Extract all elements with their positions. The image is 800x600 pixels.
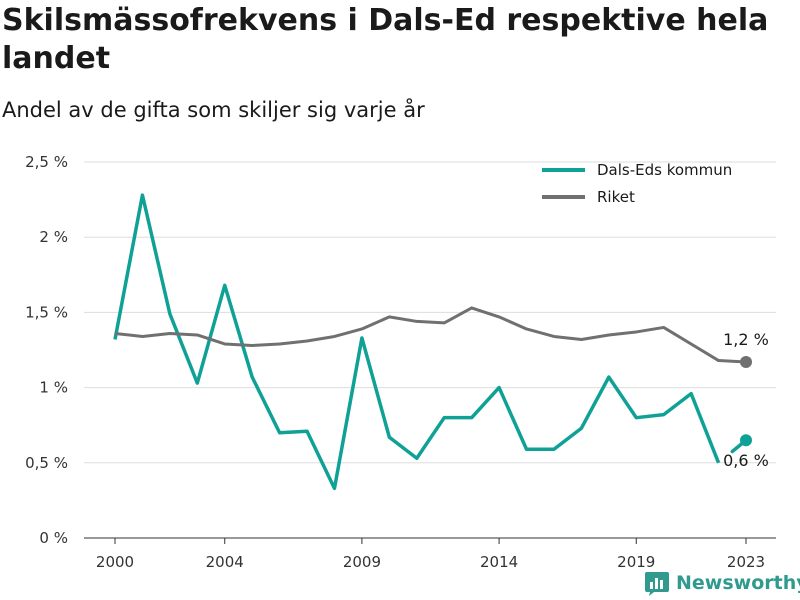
x-axis: 2000 2004 2009 2014 2019 2023 <box>96 538 765 571</box>
series-end-label: 1,2 % <box>723 330 769 349</box>
series-end-point <box>740 356 752 369</box>
x-tick-label: 2009 <box>343 553 381 571</box>
y-axis-ticks: 0 % 0,5 % 1 % 1,5 % 2 % 2,5 % <box>25 153 68 547</box>
brand-name: Newsworthy <box>676 572 800 594</box>
newsworthy-logo: Newsworthy <box>644 568 800 598</box>
x-tick-label: 2014 <box>480 553 518 571</box>
series-end-point <box>740 434 752 447</box>
bar-chart-icon <box>645 572 669 596</box>
legend-label: Riket <box>597 188 635 206</box>
y-tick-label: 2,5 % <box>25 153 68 171</box>
x-tick-label: 2019 <box>617 553 655 571</box>
y-tick-label: 0,5 % <box>25 454 68 472</box>
chart-subtitle: Andel av de gifta som skiljer sig varje … <box>2 98 425 122</box>
series-line <box>114 306 720 362</box>
y-tick-label: 2 % <box>39 228 68 246</box>
y-tick-label: 1,5 % <box>25 303 68 321</box>
series-lines: 0,6 % 1,2 % <box>113 193 769 491</box>
y-tick-label: 1 % <box>39 379 68 397</box>
series-line <box>113 193 721 491</box>
series-end-label: 0,6 % <box>723 451 769 470</box>
x-tick-label: 2004 <box>206 553 244 571</box>
chart-title: Skilsmässofrekvens i Dals-Ed respektive … <box>2 3 769 76</box>
x-tick-label: 2023 <box>727 553 765 571</box>
legend-label: Dals-Eds kommun <box>597 161 732 179</box>
y-tick-label: 0 % <box>39 529 68 547</box>
gridlines <box>84 161 776 539</box>
legend: Dals-Eds kommun Riket <box>542 161 732 206</box>
x-tick-label: 2000 <box>96 553 134 571</box>
